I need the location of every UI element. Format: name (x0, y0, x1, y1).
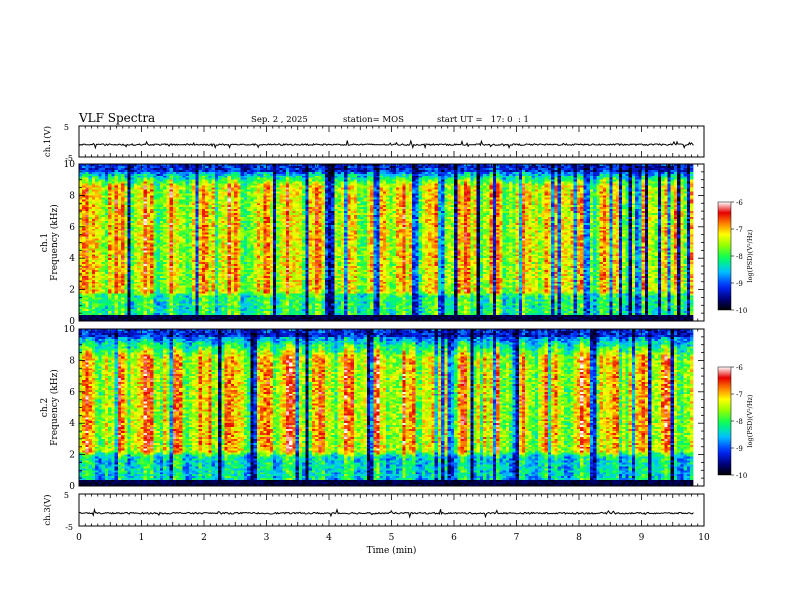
y-axis-label-channel: ch.1 (40, 233, 50, 252)
colorbar-label: log(PSD)(V²/Hz) (746, 229, 754, 282)
header-date: Sep. 2 , 2025 (251, 115, 308, 125)
figure-title: VLF Spectra (79, 111, 156, 125)
colorbar-tick-label: -6 (736, 199, 743, 207)
y-tick-label: 2 (69, 451, 75, 461)
colorbar-tick-label: -10 (736, 472, 747, 480)
y-tick-label: 4 (69, 254, 75, 264)
x-tick-label: 0 (76, 533, 82, 543)
y-axis-label-channel: ch.2 (40, 398, 50, 417)
ch1-spectrogram-image (79, 164, 694, 321)
colorbar-tick-label: -8 (736, 418, 743, 426)
x-tick-label: 7 (514, 533, 520, 543)
ch2-colorbar (717, 366, 732, 476)
x-tick-label: 5 (389, 533, 395, 543)
y-tick-label: 0 (69, 482, 75, 492)
colorbar-label: log(PSD)(V²/Hz) (746, 394, 754, 447)
colorbar-tick-label: -9 (736, 445, 743, 453)
colorbar-tick-label: -7 (736, 391, 743, 399)
y-tick-label: -5 (65, 523, 73, 532)
y-tick-label: 6 (69, 223, 75, 233)
x-tick-label: 8 (576, 533, 582, 543)
y-tick-label: 8 (69, 191, 75, 201)
ch2-spectrogram-image (79, 329, 694, 486)
colorbar-tick-label: -6 (736, 364, 743, 372)
x-tick-label: 4 (326, 533, 332, 543)
y-tick-label: 4 (69, 419, 75, 429)
ch1-colorbar (717, 201, 732, 311)
y-axis-label-frequency: Frequency (kHz) (49, 204, 60, 281)
x-tick-label: 1 (139, 533, 145, 543)
x-tick-label: 2 (201, 533, 207, 543)
y-tick-label: 10 (64, 325, 76, 335)
colorbar-tick-label: -9 (736, 280, 743, 288)
y-tick-label: 0 (69, 317, 75, 327)
y-axis-label: ch.1(V) (42, 126, 53, 157)
x-tick-label: 3 (264, 533, 270, 543)
x-tick-label: 10 (698, 533, 710, 543)
colorbar-tick-label: -7 (736, 226, 743, 234)
y-axis-label: ch.3(V) (42, 494, 53, 525)
y-tick-label: 8 (69, 356, 75, 366)
y-tick-label: 6 (69, 388, 75, 398)
ch1-waveform-trace (78, 139, 694, 150)
colorbar-tick-label: -10 (736, 307, 747, 315)
header-station: station= MOS (343, 115, 404, 125)
colorbar-tick-label: -8 (736, 253, 743, 261)
x-tick-label: 6 (451, 533, 457, 543)
y-tick-label: -5 (65, 154, 73, 163)
y-tick-label: 10 (64, 160, 76, 170)
x-axis-label: Time (min) (367, 545, 417, 556)
ch2-waveform-trace (78, 507, 694, 519)
y-tick-label: 5 (64, 123, 69, 132)
y-tick-label: 5 (64, 491, 69, 500)
header-start-ut: start UT = 17: 0 : 1 (437, 115, 529, 125)
y-tick-label: 2 (69, 286, 75, 296)
y-axis-label-frequency: Frequency (kHz) (49, 369, 60, 446)
x-tick-label: 9 (639, 533, 645, 543)
